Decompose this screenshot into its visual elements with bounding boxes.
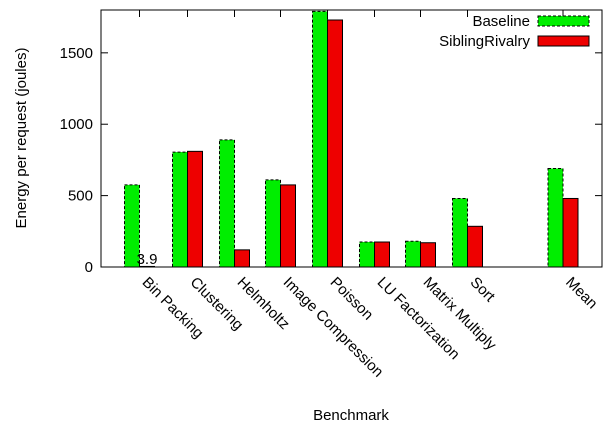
bar-siblingrivalry-lu-factorization [374,241,390,268]
x-tick-label-mean: Mean [562,274,601,313]
y-axis-title: Energy per request (joules) [13,48,30,229]
bar-siblingrivalry-matrix-multiply [420,242,436,268]
bar-baseline-lu-factorization [359,241,375,268]
y-tick-label-1500: 1500 [60,45,93,62]
legend-swatch-siblingrivalry [537,35,590,47]
legend-label-siblingrivalry: SiblingRivalry [439,33,530,50]
data-label-bin-packing: 3.9 [137,251,158,268]
bar-siblingrivalry-poisson [327,19,343,268]
bar-siblingrivalry-sort [467,225,483,268]
bar-baseline-matrix-multiply [405,240,421,268]
y-tick-label-1000: 1000 [60,116,93,133]
bar-siblingrivalry-image-compression [280,184,296,268]
bar-siblingrivalry-mean [562,197,579,268]
axes-group [100,9,603,268]
bar-baseline-poisson [312,10,328,268]
x-tick-label-lu-factorization: LU Factorization [374,274,463,363]
plot-frame [100,9,603,268]
bar-baseline-clustering [172,151,188,268]
bar-baseline-bin-packing [124,184,140,268]
bar-siblingrivalry-helmholtz [234,249,250,268]
legend-swatch-baseline [537,15,590,27]
x-axis-title: Benchmark [313,407,389,424]
y-tick-label-0: 0 [85,259,93,276]
bar-baseline-sort [452,197,468,268]
y-tick-label-500: 500 [68,188,93,205]
bar-baseline-helmholtz [219,139,235,268]
bar-baseline-image-compression [265,179,281,268]
legend: Baseline SiblingRivalry [439,13,590,50]
legend-label-baseline: Baseline [472,13,530,30]
bar-siblingrivalry-clustering [187,150,203,268]
x-tick-label-sort: Sort [467,274,499,306]
bar-baseline-mean [547,167,564,268]
